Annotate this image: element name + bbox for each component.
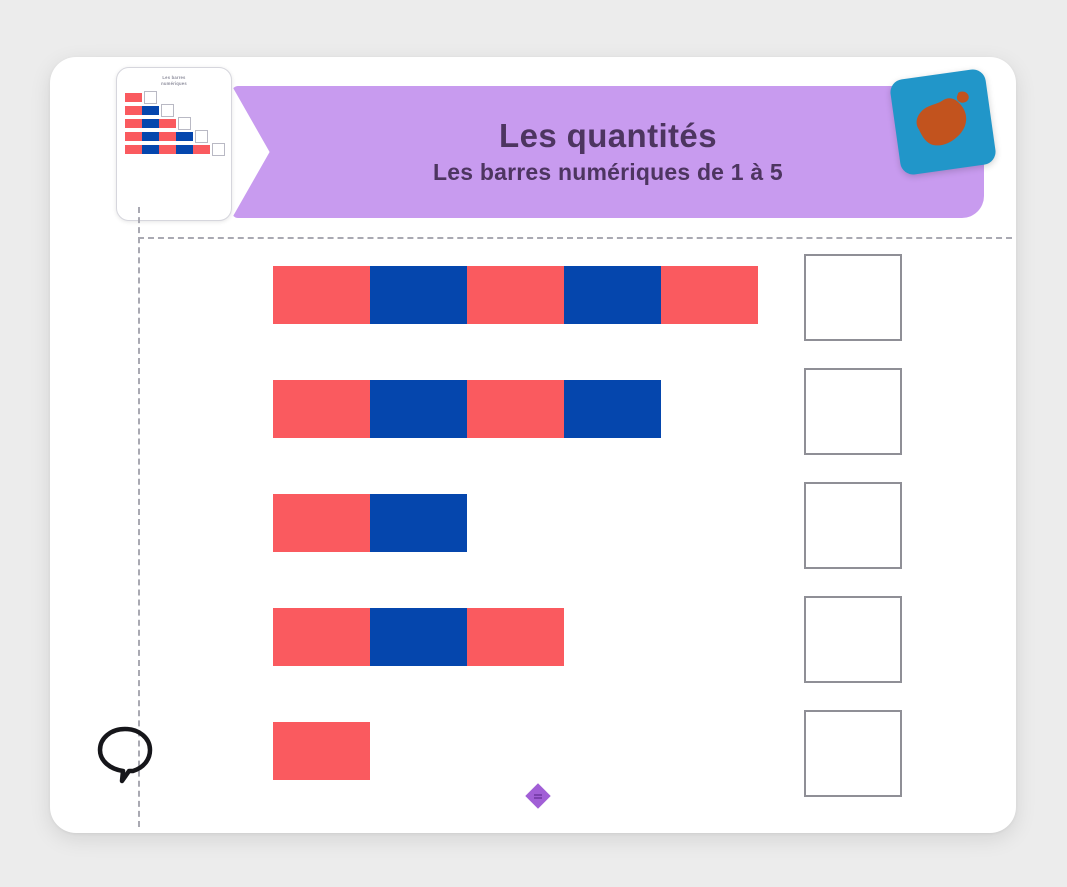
thumbnail-answer-box xyxy=(144,90,157,104)
bar-segment-blue xyxy=(370,380,467,438)
bar-segment-red xyxy=(273,380,370,438)
thumbnail-segment-red xyxy=(193,144,210,154)
guide-line-horizontal xyxy=(138,237,1012,239)
bar-segment-red xyxy=(273,494,370,552)
thumbnail-segment-red xyxy=(159,118,176,128)
bar-segment-red xyxy=(273,266,370,324)
answer-box[interactable] xyxy=(804,596,902,683)
bar-segment-red xyxy=(661,266,758,324)
thumbnail-segment-red xyxy=(125,92,142,102)
bar-segment-blue xyxy=(564,266,661,324)
answer-box[interactable] xyxy=(804,368,902,455)
thumbnail-row xyxy=(125,129,225,143)
thumbnail-segment-red xyxy=(125,105,142,115)
thumbnail-segment-blue xyxy=(176,131,193,141)
thumbnail-segment-red xyxy=(125,131,142,141)
guide-line-vertical xyxy=(138,207,140,827)
exercise-row xyxy=(50,595,1016,709)
answer-box[interactable] xyxy=(804,482,902,569)
australia-map-icon xyxy=(888,67,998,177)
number-bar xyxy=(273,380,661,438)
thumbnail-answer-box xyxy=(161,103,174,117)
thumbnail-segment-blue xyxy=(142,105,159,115)
exercise-row xyxy=(50,481,1016,595)
thumbnail-answer-box xyxy=(212,142,225,156)
bar-segment-red xyxy=(273,722,370,780)
bar-segment-red xyxy=(467,266,564,324)
bar-segment-blue xyxy=(564,380,661,438)
thumbnail-segment-red xyxy=(159,144,176,154)
exercise-row xyxy=(50,709,1016,823)
thumbnail-row xyxy=(125,116,225,130)
answer-box[interactable] xyxy=(804,254,902,341)
exercise-rows xyxy=(50,253,1016,823)
thumbnail-rows xyxy=(123,90,225,156)
worksheet-preview-thumbnail[interactable]: Les barres numériques xyxy=(116,67,232,221)
number-bar xyxy=(273,722,370,780)
thumbnail-title: Les barres numériques xyxy=(123,75,225,88)
bar-segment-blue xyxy=(370,266,467,324)
diamond-marker-icon[interactable] xyxy=(523,781,553,811)
thumbnail-segment-red xyxy=(125,144,142,154)
bar-segment-blue xyxy=(370,494,467,552)
worksheet-card: Les quantités Les barres numériques de 1… xyxy=(50,57,1016,833)
thumbnail-title-line2: numériques xyxy=(161,81,187,87)
number-bar xyxy=(273,608,564,666)
thumbnail-segment-blue xyxy=(142,118,159,128)
thumbnail-segment-blue xyxy=(176,144,193,154)
thumbnail-segment-red xyxy=(159,131,176,141)
page-title: Les quantités xyxy=(499,117,717,155)
bar-segment-red xyxy=(467,608,564,666)
number-bar xyxy=(273,266,758,324)
number-bar xyxy=(273,494,467,552)
exercise-row xyxy=(50,253,1016,367)
thumbnail-row xyxy=(125,103,225,117)
bar-segment-blue xyxy=(370,608,467,666)
page-subtitle: Les barres numériques de 1 à 5 xyxy=(433,159,783,186)
thumbnail-segment-blue xyxy=(142,144,159,154)
thumbnail-row xyxy=(125,90,225,104)
thumbnail-title-line1: Les barres xyxy=(162,75,186,80)
bar-segment-red xyxy=(467,380,564,438)
bar-segment-red xyxy=(273,608,370,666)
exercise-row xyxy=(50,367,1016,481)
thumbnail-answer-box xyxy=(195,129,208,143)
thumbnail-segment-blue xyxy=(142,131,159,141)
thumbnail-answer-box xyxy=(178,116,191,130)
thumbnail-segment-red xyxy=(125,118,142,128)
thumbnail-row xyxy=(125,142,225,156)
speech-bubble-icon[interactable] xyxy=(94,723,156,797)
answer-box[interactable] xyxy=(804,710,902,797)
header-banner: Les quantités Les barres numériques de 1… xyxy=(232,86,984,218)
